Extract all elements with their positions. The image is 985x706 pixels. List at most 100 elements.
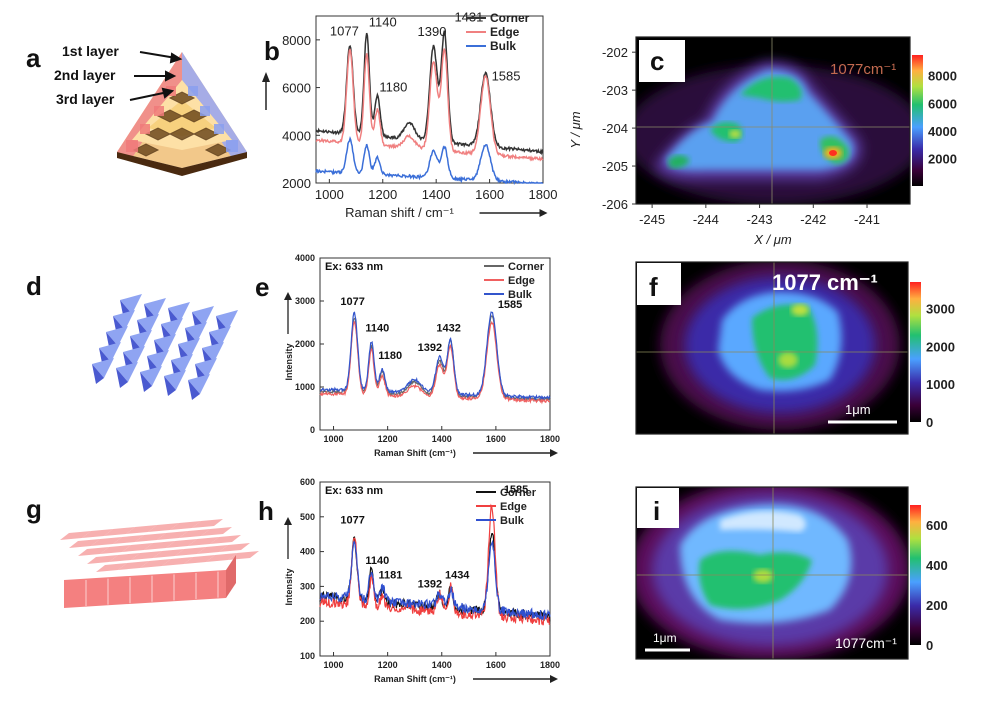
cube-top [104, 527, 135, 536]
triangle-tile [192, 306, 214, 326]
peak-label-b: 1585 [492, 68, 521, 83]
x-tick-label-h: 1800 [540, 660, 560, 670]
heatmap-c-image [636, 37, 910, 204]
legend-label-corner-b: Corner [490, 11, 530, 25]
cube-top [100, 545, 131, 554]
peak-label-e: 1585 [498, 299, 522, 311]
x-tick-label-b: 1400 [422, 187, 451, 202]
series-line-edge-b [315, 48, 544, 162]
colorbar-i [910, 505, 921, 645]
x-axis-arrowhead-e [550, 449, 558, 457]
triangle-tile [120, 294, 142, 314]
cube-top [157, 531, 188, 540]
heatmap-panel-f: f 1077 cm⁻¹ 1μm [635, 261, 921, 435]
x-axis-label-b: Raman shift / cm⁻¹ [345, 205, 454, 220]
layer-arrows [129, 51, 183, 101]
y-tick-label-b: 2000 [282, 176, 311, 191]
heatmap-c-y-tick-label: -205 [602, 159, 628, 174]
heatmap-i-wavenumber-label: 1077cm⁻¹ [835, 635, 897, 651]
peak-label-h: 1585 [504, 484, 528, 496]
plot-frame-b [315, 15, 544, 184]
heatmap-c-x-tick-label: -243 [747, 212, 773, 227]
triangle-tile [216, 310, 238, 330]
peak-label-e: 1392 [418, 342, 442, 354]
colorbar-tick-label: 600 [926, 518, 948, 533]
excitation-note-e: Ex: 633 nm [325, 261, 383, 273]
y-tick-label-b: 4000 [282, 128, 311, 143]
triangle-tile [185, 322, 207, 342]
peak-label-h: 1181 [379, 570, 403, 582]
colorbar-tick-label: 4000 [928, 124, 957, 139]
cube-top [188, 537, 219, 546]
heatmap-f-wavenumber-label: 1077 cm⁻¹ [772, 270, 878, 295]
cube-top [126, 525, 157, 534]
x-axis-arrowhead-b [539, 209, 548, 217]
series-line-corner-e [319, 315, 551, 403]
panel-label-e: e [255, 272, 269, 302]
triangle-tile [92, 358, 114, 378]
triangle-tile [140, 366, 162, 386]
panel-label-d: d [26, 271, 42, 301]
peak-label-h: 1077 [340, 514, 364, 526]
heatmap-c-y-tick-label: -204 [602, 121, 628, 136]
triangle-tile-shade [140, 372, 152, 392]
peak-label-e: 1140 [365, 323, 389, 335]
cube-top [166, 539, 197, 548]
cube-top [144, 541, 175, 550]
heatmap-c-x-tick-label: -242 [800, 212, 826, 227]
triangle-tile [161, 318, 183, 338]
series-line-bulk-b [315, 135, 543, 185]
peak-label-h: 1392 [418, 578, 442, 590]
colorbar-tick-label: 8000 [928, 69, 957, 84]
colorbar-tick-label: 0 [926, 638, 933, 653]
heatmap-panel-i: i 1μm 1077cm⁻¹ [635, 486, 921, 660]
cube-top [206, 553, 237, 562]
y-tick-label-h: 200 [300, 616, 315, 626]
peak-label-e: 1432 [436, 322, 460, 334]
cube-front-face [64, 570, 226, 608]
triangle-tile [164, 370, 186, 390]
y-axis-label-e: Intensity [284, 343, 294, 380]
y-tick-label-h: 500 [300, 512, 315, 522]
legend-label-corner-e: Corner [508, 261, 545, 273]
heatmap-labels: -245 -244 -243 -242 -241 -202 -203 -204 -205 -206… [568, 45, 957, 653]
triangle-tile [123, 346, 145, 366]
triangle-tile [106, 326, 128, 346]
y-tick-label-e: 2000 [295, 339, 315, 349]
heatmap-c-y-tick-label: -203 [602, 83, 628, 98]
peak-label-b: 1140 [369, 15, 397, 30]
legend-label-edge-b: Edge [490, 25, 520, 39]
cube-top [162, 557, 193, 566]
triangle-tile [195, 358, 217, 378]
y-tick-label-e: 0 [310, 425, 315, 435]
colorbar-tick-label: 0 [926, 415, 933, 430]
x-tick-label-b: 1800 [529, 187, 558, 202]
legend-label-bulk-h: Bulk [500, 515, 525, 527]
x-tick-label-e: 1200 [378, 434, 398, 444]
cube-top [122, 543, 153, 552]
x-tick-label-b: 1600 [475, 187, 504, 202]
legend-label-edge-h: Edge [500, 501, 527, 513]
colorbar-tick-label: 2000 [928, 151, 957, 166]
cube-top [113, 535, 144, 544]
heatmap-i-image [636, 487, 908, 659]
spectrum-panel-e: 1000 1200 1400 1600 1800 0 1000 2000 3000 4000 107… [284, 253, 560, 458]
triangle-tile [147, 350, 169, 370]
heatmap-c-y-tick-label: -202 [602, 45, 628, 60]
y-tick-label-e: 3000 [295, 296, 315, 306]
peak-label-b: 1390 [418, 24, 447, 39]
cube-top [96, 563, 127, 572]
heatmap-c-x-tick-label: -244 [693, 212, 719, 227]
cube-top [148, 523, 179, 532]
cube-top [87, 555, 118, 564]
y-tick-label-h: 300 [300, 581, 315, 591]
triangle-tile [202, 342, 224, 362]
heatmap-c-y-axis-label: Y / μm [568, 111, 583, 148]
triangle-tile [116, 362, 138, 382]
peak-label-h: 1434 [445, 570, 470, 582]
plot-frame-h [319, 481, 551, 657]
spectrum-panel-b: 1000 1200 1400 1600 1800 2000 4000 6000 8000 1077… [262, 10, 557, 220]
x-axis-label-e: Raman Shift (cm⁻¹) [374, 448, 456, 458]
panel-label-c: c [650, 46, 664, 76]
heatmap-c-wavenumber-label: 1077cm⁻¹ [830, 61, 896, 78]
